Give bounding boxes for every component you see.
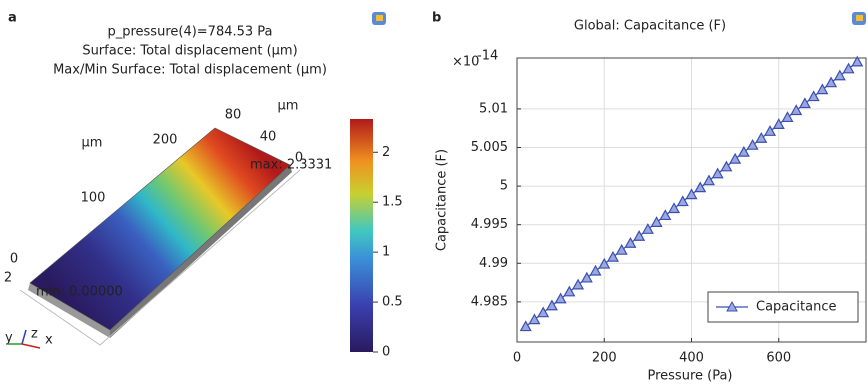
y-axis-label: Capacitance (F) xyxy=(435,149,450,251)
y-tick-label: 4.985 xyxy=(471,294,508,309)
y-tick-label: 5.01 xyxy=(479,101,508,116)
axis-tick-label: 100 xyxy=(81,191,106,206)
colorbar-tick-label: 2 xyxy=(382,145,390,160)
axis-tick-label: 2 xyxy=(4,271,12,286)
title-line: p_pressure(4)=784.53 Pa xyxy=(107,25,272,40)
panel-label: a xyxy=(8,11,17,26)
y-tick-label: 5.005 xyxy=(471,140,508,155)
title-line: Surface: Total displacement (μm) xyxy=(82,44,297,59)
panel-b: b Global: Capacitance (F) Pressure (Pa) Cap… xyxy=(432,11,866,384)
colorbar-tick-label: 1.5 xyxy=(382,195,403,210)
title-line: Max/Min Surface: Total displacement (μm) xyxy=(53,63,327,78)
axis-tick-label: 80 xyxy=(225,108,242,123)
y-tick-label: 4.99 xyxy=(479,256,508,271)
colorbar xyxy=(350,119,373,352)
triad-axis xyxy=(22,344,40,348)
x-tick-label: 200 xyxy=(592,351,617,366)
triad-axis xyxy=(22,330,26,344)
colorbar-tick-label: 0 xyxy=(382,345,390,360)
x-tick-label: 600 xyxy=(766,351,791,366)
y-multiplier: ×10 xyxy=(452,55,479,70)
min-label: min: 0.00000 xyxy=(36,285,123,300)
y-multiplier-exponent: -14 xyxy=(477,49,498,64)
icon xyxy=(376,15,383,21)
axis-tick-label: 0 xyxy=(295,151,303,166)
icon xyxy=(856,15,863,21)
x-tick-label: 400 xyxy=(679,351,704,366)
panel-a: a p_pressure(4)=784.53 Pa Surface: Total d… xyxy=(4,11,403,360)
axis-tick-label: 0 xyxy=(10,252,18,267)
axis-tick-label: 40 xyxy=(260,130,277,145)
x-tick-label: 0 xyxy=(513,351,521,366)
legend-label: Capacitance xyxy=(756,300,836,315)
triad-label: x xyxy=(45,333,53,348)
y-tick-label: 4.995 xyxy=(471,217,508,232)
x-axis-label: Pressure (Pa) xyxy=(647,369,732,384)
triad-label: z xyxy=(31,327,38,342)
chart-title: Global: Capacitance (F) xyxy=(574,19,726,34)
axis-tick-label: 200 xyxy=(153,133,178,148)
colorbar-tick-label: 1 xyxy=(382,245,390,260)
figure: a p_pressure(4)=784.53 Pa Surface: Total d… xyxy=(0,0,868,385)
axis-tick-label: μm xyxy=(82,136,103,151)
axis-tick-label: μm xyxy=(278,99,299,114)
y-tick-label: 5 xyxy=(500,179,508,194)
max-label: max: 2.3331 xyxy=(250,158,332,173)
panel-label: b xyxy=(432,11,441,26)
colorbar-tick-label: 0.5 xyxy=(382,295,403,310)
